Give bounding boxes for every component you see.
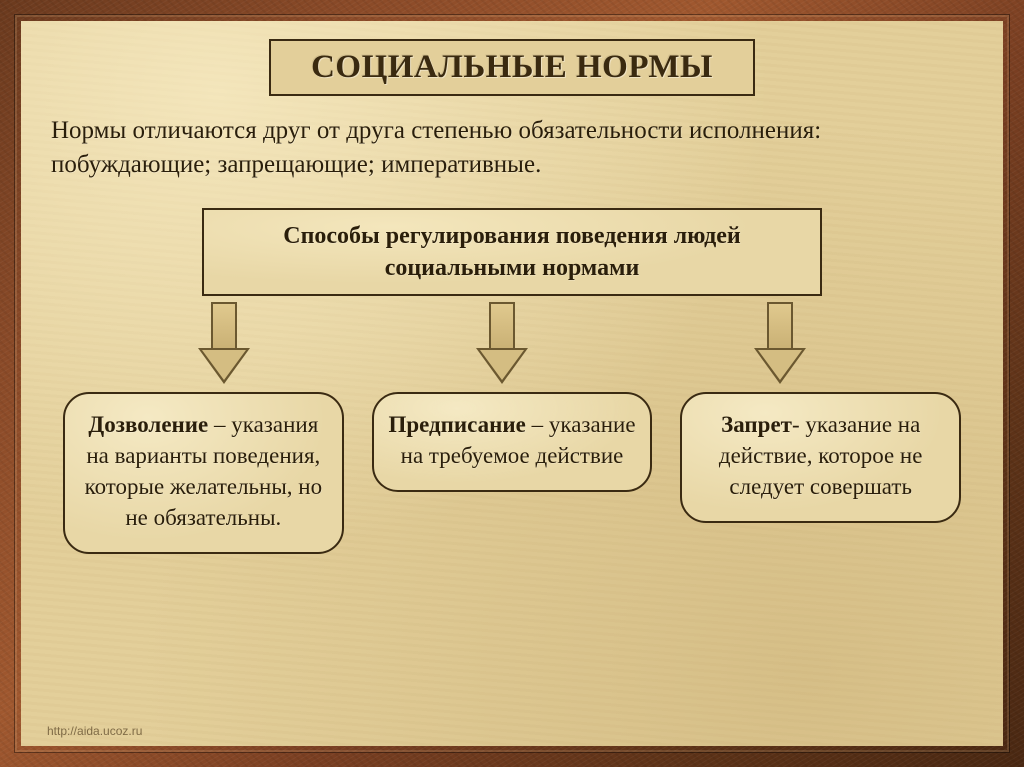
card-sep: -: [792, 412, 805, 437]
wood-frame: СОЦИАЛЬНЫЕ НОРМЫ Нормы отличаются друг о…: [0, 0, 1024, 767]
arrows-row: [45, 302, 979, 388]
card-term: Запрет: [721, 412, 792, 437]
title-text: СОЦИАЛЬНЫЕ НОРМЫ: [311, 49, 713, 85]
methods-heading-text: Способы регулирования поведения людей со…: [283, 223, 741, 281]
inner-frame: СОЦИАЛЬНЫЕ НОРМЫ Нормы отличаются друг о…: [14, 14, 1010, 753]
methods-heading-box: Способы регулирования поведения людей со…: [202, 208, 822, 297]
card-sep: –: [526, 412, 549, 437]
card-sep: –: [208, 412, 231, 437]
page-background: СОЦИАЛЬНЫЕ НОРМЫ Нормы отличаются друг о…: [21, 21, 1003, 746]
arrow-down-icon: [755, 302, 805, 388]
arrow-down-icon: [199, 302, 249, 388]
footer-url: http://aida.ucoz.ru: [47, 724, 142, 738]
card-zapret: Запрет- указание на действие, которое не…: [680, 392, 961, 522]
card-term: Предписание: [388, 412, 525, 437]
arrow-down-icon: [477, 302, 527, 388]
intro-paragraph: Нормы отличаются друг от друга степенью …: [45, 114, 979, 182]
card-dozvolenie: Дозволение – указания на варианты поведе…: [63, 392, 344, 553]
card-predpisanie: Предписание – указание на требуемое дейс…: [372, 392, 653, 492]
cards-row: Дозволение – указания на варианты поведе…: [45, 392, 979, 553]
card-term: Дозволение: [88, 412, 208, 437]
title-box: СОЦИАЛЬНЫЕ НОРМЫ: [269, 39, 755, 96]
